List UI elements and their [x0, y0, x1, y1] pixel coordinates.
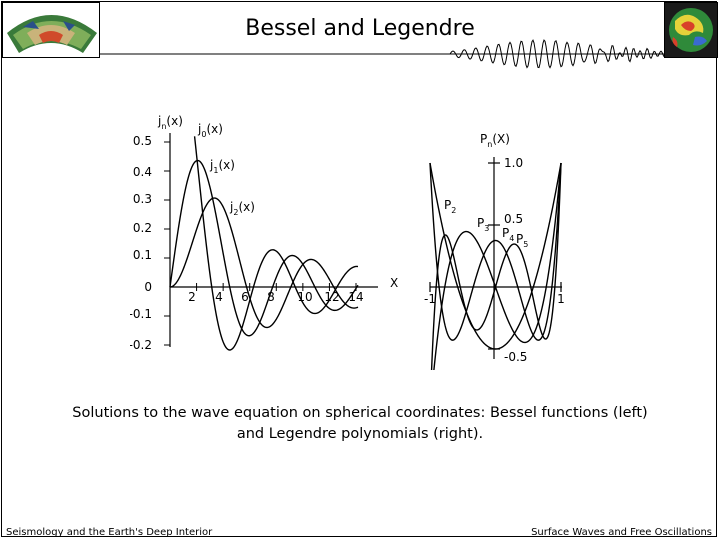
bessel-xtick: 4	[215, 290, 223, 304]
bessel-curve-j2	[169, 197, 359, 329]
seismogram-decoration	[100, 39, 665, 69]
bessel-ytick: 0.5	[133, 134, 152, 148]
caption-line: and Legendre polynomials (right).	[236, 426, 484, 442]
tomography-globe-icon	[669, 8, 713, 52]
footer-lecture-title: Surface Waves and Free Oscillations	[531, 527, 712, 538]
bessel-xtick: 14	[348, 290, 363, 304]
bessel-xtick: 6	[241, 290, 249, 304]
legendre-curve-p4	[429, 162, 562, 341]
bessel-xtick: 12	[324, 290, 339, 304]
logo-right	[664, 2, 718, 58]
bessel-curve-j1	[169, 159, 359, 337]
slide-title: Bessel and Legendre	[245, 16, 475, 41]
caption-line: Solutions to the wave equation on spheri…	[72, 405, 648, 421]
bessel-ytick: -0.1	[130, 307, 152, 321]
slide-caption: Solutions to the wave equation on spheri…	[60, 403, 660, 445]
legendre-curve-label-p5: P5	[516, 232, 528, 249]
bessel-ytick: 0.3	[133, 192, 152, 206]
legendre-curve-p5	[430, 162, 562, 370]
logo-left	[2, 2, 100, 58]
legendre-ytick: 1.0	[504, 156, 523, 170]
legendre-ytick: 0.5	[504, 212, 523, 226]
bessel-xtick: 8	[267, 290, 275, 304]
legendre-xtick: 1	[557, 292, 565, 306]
legendre-panel: Pn(X) 1.0 0.5 -0.5 -1 1 P2 P3 P4 P5	[424, 132, 565, 370]
legendre-xtick: -1	[424, 292, 436, 306]
bessel-xtick: 10	[297, 290, 312, 304]
bessel-ytick: 0.2	[133, 221, 152, 235]
bessel-x-label: X	[390, 276, 398, 290]
legendre-y-label: Pn(X)	[480, 132, 510, 149]
bessel-curve-label-j0: j0(x)	[197, 122, 223, 139]
bessel-panel: jn(x) X 0.5 0.4 0.3 0.2 0.1 0 -0.1 -0.2 …	[130, 114, 398, 352]
bessel-legendre-figure: jn(x) X 0.5 0.4 0.3 0.2 0.1 0 -0.1 -0.2 …	[130, 114, 565, 370]
bessel-curve-j0	[193, 136, 359, 351]
bessel-ytick: -0.2	[130, 338, 152, 352]
bessel-ytick: 0.4	[133, 165, 152, 179]
bessel-curve-label-j1: j1(x)	[209, 158, 235, 175]
footer-course-title: Seismology and the Earth's Deep Interior	[6, 527, 213, 538]
bessel-ytick: 0	[144, 280, 152, 294]
bessel-y-label: jn(x)	[157, 114, 183, 131]
legendre-curve-label-p2: P2	[444, 198, 456, 215]
bessel-curve-label-j2: j2(x)	[229, 200, 255, 217]
bessel-xtick: 2	[188, 290, 196, 304]
legendre-ytick: -0.5	[504, 350, 527, 364]
legendre-curve-label-p4: P4	[502, 226, 514, 243]
legendre-curve-label-p3: P3	[477, 216, 489, 233]
earth-cutaway-icon	[7, 15, 97, 53]
bessel-ytick: 0.1	[133, 248, 152, 262]
legendre-curve-p2	[429, 162, 562, 350]
